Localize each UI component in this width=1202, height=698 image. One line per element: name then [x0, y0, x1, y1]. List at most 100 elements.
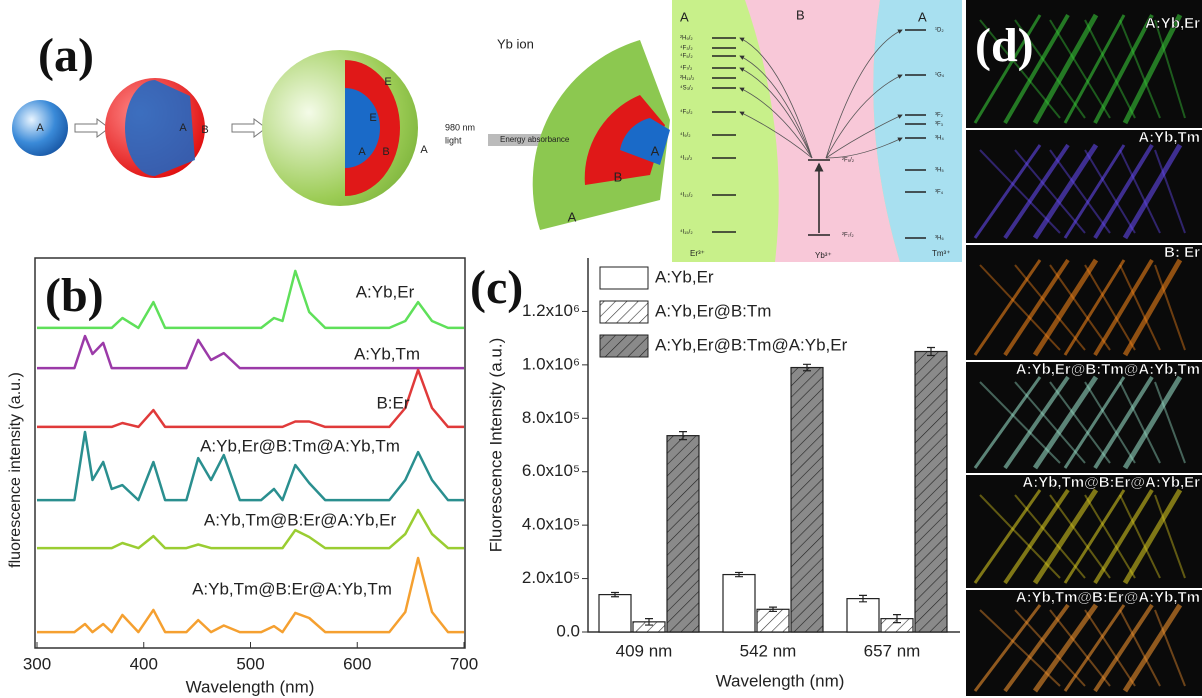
glow	[1084, 149, 1136, 234]
glow	[1014, 609, 1086, 687]
label: 542 nm	[740, 641, 797, 660]
label: A:Yb,Tm@B:Er@A:Yb,Er	[1022, 474, 1200, 491]
glow	[1063, 259, 1126, 356]
error-bar	[679, 431, 687, 441]
glow	[1122, 143, 1183, 240]
glow	[1014, 494, 1086, 579]
transfer	[825, 114, 903, 159]
label: ³H₄	[935, 136, 944, 142]
glow	[1063, 14, 1126, 124]
label: A	[918, 9, 927, 24]
label: ¹D₂	[935, 28, 944, 34]
label: ⁴I₁₁/₂	[680, 155, 693, 162]
bar	[722, 573, 756, 633]
label: A	[358, 146, 366, 158]
glow	[1119, 494, 1161, 579]
label: 400	[130, 654, 158, 673]
label: ⁴F₅/₂	[680, 53, 693, 60]
label: ²H₉/₂	[680, 36, 693, 42]
label: B: Er	[1164, 244, 1200, 261]
bar	[598, 593, 632, 633]
label: light	[445, 135, 462, 145]
label: ²F₅/₂	[842, 158, 855, 164]
legend-swatch	[599, 334, 649, 358]
transfer	[739, 37, 813, 159]
error-bar	[769, 606, 777, 613]
label: E	[384, 76, 391, 88]
label: A:Yb,Tm@B:Er@A:Yb,Er	[204, 510, 397, 529]
transfer	[825, 74, 903, 159]
glow	[1014, 149, 1086, 234]
glow	[1014, 381, 1086, 464]
glow	[1119, 149, 1161, 234]
label: A:Yb,Er	[655, 267, 714, 286]
glow	[1093, 258, 1154, 357]
label: (c)	[470, 261, 523, 314]
glow	[973, 376, 1042, 469]
glow	[973, 604, 1042, 692]
label: Yb³⁺	[815, 251, 832, 260]
transfer	[825, 29, 903, 159]
label: A:Yb,Tm	[354, 344, 420, 363]
label: Fluorescence Intensity (a.u.)	[486, 338, 505, 552]
glow	[1093, 375, 1154, 470]
label: 6.0x10⁵	[522, 461, 580, 480]
label: 1.2x10⁶	[522, 301, 580, 320]
label: Yb ion	[497, 36, 534, 51]
label: A:Yb,Er@B:Tm@A:Yb,Tm	[200, 436, 400, 455]
spectrum	[37, 368, 464, 429]
glow	[973, 144, 1042, 239]
glow	[1119, 19, 1161, 119]
label: E	[369, 112, 376, 124]
glow	[1049, 149, 1111, 234]
glow	[1049, 494, 1111, 579]
glow	[1032, 603, 1099, 693]
bar	[756, 608, 790, 633]
error-bar	[645, 618, 653, 626]
glow	[1063, 489, 1126, 584]
label: 2.0x10⁵	[522, 568, 580, 587]
photo	[966, 0, 1202, 128]
error-bar	[611, 591, 619, 598]
label: Energy absorbance	[500, 135, 570, 144]
label: 500	[236, 654, 264, 673]
glow	[1093, 143, 1154, 240]
glow	[1003, 143, 1070, 240]
bar	[914, 350, 948, 633]
label: B:Er	[376, 393, 409, 412]
label: ²F₇/₂	[842, 233, 854, 239]
label: B	[382, 146, 389, 158]
label: ¹G₄	[935, 73, 945, 79]
photo	[966, 475, 1202, 588]
label: ³H₅	[935, 168, 944, 174]
glow	[1122, 375, 1183, 470]
label: B	[201, 124, 208, 136]
label: 0.0	[556, 621, 580, 640]
transfer	[825, 137, 903, 159]
glow	[1119, 264, 1161, 351]
label: A	[651, 143, 660, 158]
error-bar	[927, 346, 935, 357]
glow	[973, 259, 1042, 356]
glow	[1084, 494, 1136, 579]
label: (d)	[975, 19, 1034, 72]
photo	[966, 245, 1202, 360]
glow	[1154, 19, 1186, 119]
transfer	[739, 87, 813, 159]
glow	[1032, 375, 1099, 470]
glow	[973, 14, 1042, 124]
glow	[1119, 609, 1161, 687]
label: A:Yb,Er@B:Tm	[655, 301, 771, 320]
label: B	[796, 7, 805, 22]
glow	[1049, 381, 1111, 464]
label: ³F₃	[935, 122, 944, 128]
glow	[1119, 381, 1161, 464]
label: ⁴I₉/₂	[680, 132, 691, 139]
label: A	[420, 144, 428, 156]
glow	[1084, 381, 1136, 464]
label: A	[179, 122, 187, 134]
glow	[1049, 264, 1111, 351]
label: (b)	[45, 269, 104, 322]
